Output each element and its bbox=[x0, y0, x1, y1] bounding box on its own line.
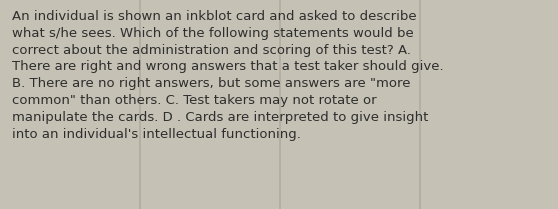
Text: An individual is shown an inkblot card and asked to describe
what s/he sees. Whi: An individual is shown an inkblot card a… bbox=[12, 10, 444, 141]
